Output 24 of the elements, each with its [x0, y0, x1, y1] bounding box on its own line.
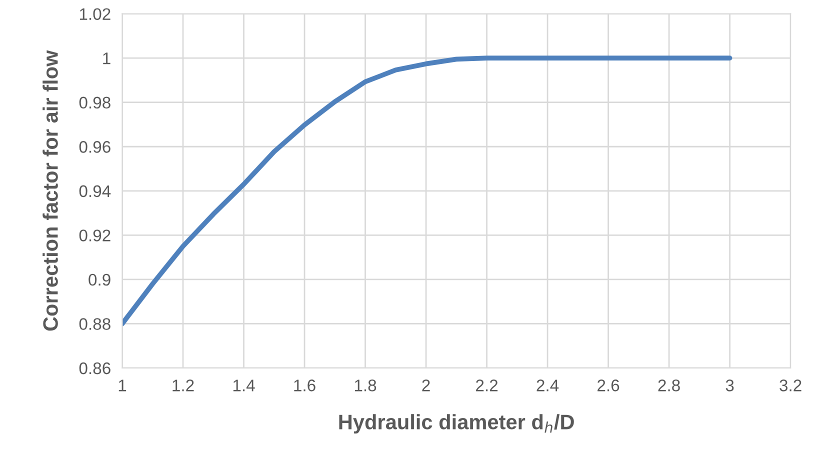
y-tick-label: 0.98 [79, 96, 110, 109]
x-tick-label: 2 [422, 380, 430, 392]
x-tick-label: 2.2 [476, 380, 498, 392]
x-tick-label: 1.2 [172, 380, 194, 392]
y-tick-label: 0.92 [79, 230, 110, 242]
x-tick-label: 1.6 [294, 380, 316, 392]
y-tick-label: 0.9 [88, 274, 110, 286]
y-tick-label: 1 [103, 52, 110, 64]
x-tick-label: 1 [118, 380, 126, 392]
y-tick-label: 0.88 [79, 318, 110, 330]
y-axis-title: Correction factor for air flow [42, 50, 58, 331]
x-tick-label: 2.4 [536, 380, 559, 392]
y-tick-label: 1.02 [80, 8, 110, 20]
x-tick-label: 2.8 [658, 380, 680, 392]
y-tick-label: 0.94 [79, 185, 111, 198]
y-tick-label: 0.86 [79, 362, 110, 374]
y-tick-label: 0.96 [79, 141, 110, 153]
line-series [122, 56, 732, 326]
x-tick-label: 1.4 [233, 380, 255, 392]
x-axis-title: Hydraulic diameter d$_{h}$/D [339, 414, 574, 434]
x-tick-label: 2.6 [598, 380, 620, 392]
x-tick-label: 3.2 [780, 380, 802, 392]
x-tick-label: 3 [726, 380, 734, 392]
x-tick-label: 1.8 [354, 380, 376, 392]
